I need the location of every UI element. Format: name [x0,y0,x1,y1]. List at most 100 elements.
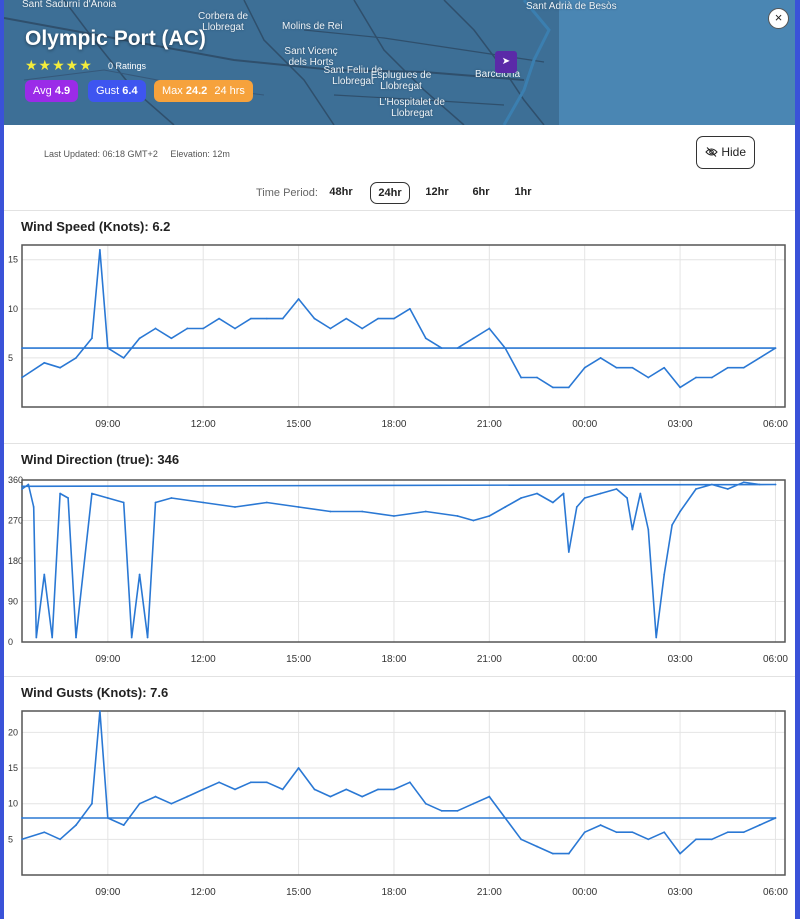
data-point [575,506,578,508]
eye-slash-icon [705,145,721,159]
data-point [313,788,316,791]
x-tick-label: 12:00 [191,887,216,898]
data-point [520,376,523,379]
data-point [154,327,157,330]
data-point [599,492,602,495]
data-point [567,852,570,855]
wind-gusts-chart[interactable]: 09:00 12:00 15:00 18:00 21:00 00:00 03:00 06:00… [4,706,795,911]
data-point [504,817,507,819]
period-12hr[interactable]: 12hr [425,186,449,198]
station-panel: Sant Sadurní d'Anoia Corbera de Llobrega… [4,0,795,919]
data-point [130,636,133,639]
data-point [695,488,697,490]
period-6hr[interactable]: 6hr [472,186,490,198]
data-point [43,573,46,576]
data-point [552,386,554,389]
data-point [91,802,93,805]
data-point [626,497,629,499]
data-point [552,501,554,504]
data-point [679,510,681,513]
star-rating[interactable]: ★★★★★ [25,57,93,73]
data-point [329,510,332,513]
x-tick-label: 03:00 [668,654,693,665]
period-48hr[interactable]: 48hr [329,186,353,198]
hide-button[interactable]: Hide [696,136,755,169]
data-point [758,824,761,826]
plot-frame [21,244,786,408]
navigation-arrow-icon[interactable]: ➤ [495,51,517,73]
data-point [456,515,459,517]
map-header[interactable]: Sant Sadurní d'Anoia Corbera de Llobrega… [4,0,795,125]
data-point [671,524,674,526]
last-updated: Last Updated: 06:18 GMT+2 [44,149,158,159]
data-point [456,347,459,349]
data-point [726,831,729,834]
data-point [472,802,475,805]
gust-badge: Gust 6.4 [88,80,146,102]
x-tick-label: 09:00 [95,419,120,430]
series-line [21,249,777,389]
data-point [583,831,586,834]
x-tick-label: 18:00 [381,654,406,665]
ratings-count: 0 Ratings [108,61,147,71]
data-point [21,347,23,349]
wind-direction-chart[interactable]: 09:00 12:00 15:00 18:00 21:00 00:00 03:00 06:00… [4,473,795,673]
data-point [758,483,761,486]
data-point [106,497,109,499]
data-point [265,317,268,320]
data-point [170,497,173,499]
data-point [21,488,23,490]
time-period-label: Time Period: [256,187,318,199]
data-point [106,817,109,819]
data-point [377,317,379,320]
data-point [345,317,348,320]
data-point [504,506,507,508]
data-point [154,501,157,504]
data-point [488,327,491,330]
period-1hr[interactable]: 1hr [514,186,532,198]
close-button[interactable]: × [768,8,789,29]
data-point [51,636,54,639]
x-tick-label: 06:00 [763,654,788,665]
max-value: 24.2 [185,85,208,97]
y-tick-label: 10 [8,799,18,809]
data-point [202,327,205,330]
x-tick-label: 15:00 [286,887,311,898]
data-point [281,788,284,791]
x-tick-label: 09:00 [95,887,120,898]
data-point [774,347,777,349]
data-point [21,485,23,488]
y-tick-label: 90 [8,597,18,607]
place-label: Esplugues de Llobregat [370,70,432,92]
y-tick-label: 0 [8,637,13,647]
data-point [329,795,332,798]
data-point [91,337,93,340]
data-point [567,386,570,389]
data-point [329,327,332,330]
data-point [170,337,173,340]
data-point [647,528,650,531]
data-point [440,347,443,349]
period-24hr[interactable]: 24hr [370,182,410,204]
divider [4,443,795,444]
data-point [186,795,189,798]
data-point [250,781,252,784]
data-point [313,317,316,320]
data-point [67,497,69,499]
x-tick-label: 15:00 [286,419,311,430]
data-point [583,497,586,499]
data-point [631,366,634,369]
max-period: 24 hrs [214,85,245,97]
data-point [520,838,523,841]
data-point [599,357,602,359]
data-point [361,795,364,798]
x-tick-label: 21:00 [477,654,502,665]
x-tick-label: 06:00 [763,419,788,430]
x-tick-label: 03:00 [668,887,693,898]
data-point [663,366,666,369]
data-point [393,317,395,320]
data-point [345,788,348,791]
max-label: Max [162,85,183,97]
wind-speed-chart[interactable]: 09:00 12:00 15:00 18:00 21:00 00:00 03:00 06:00… [4,240,795,440]
data-point [726,488,729,490]
